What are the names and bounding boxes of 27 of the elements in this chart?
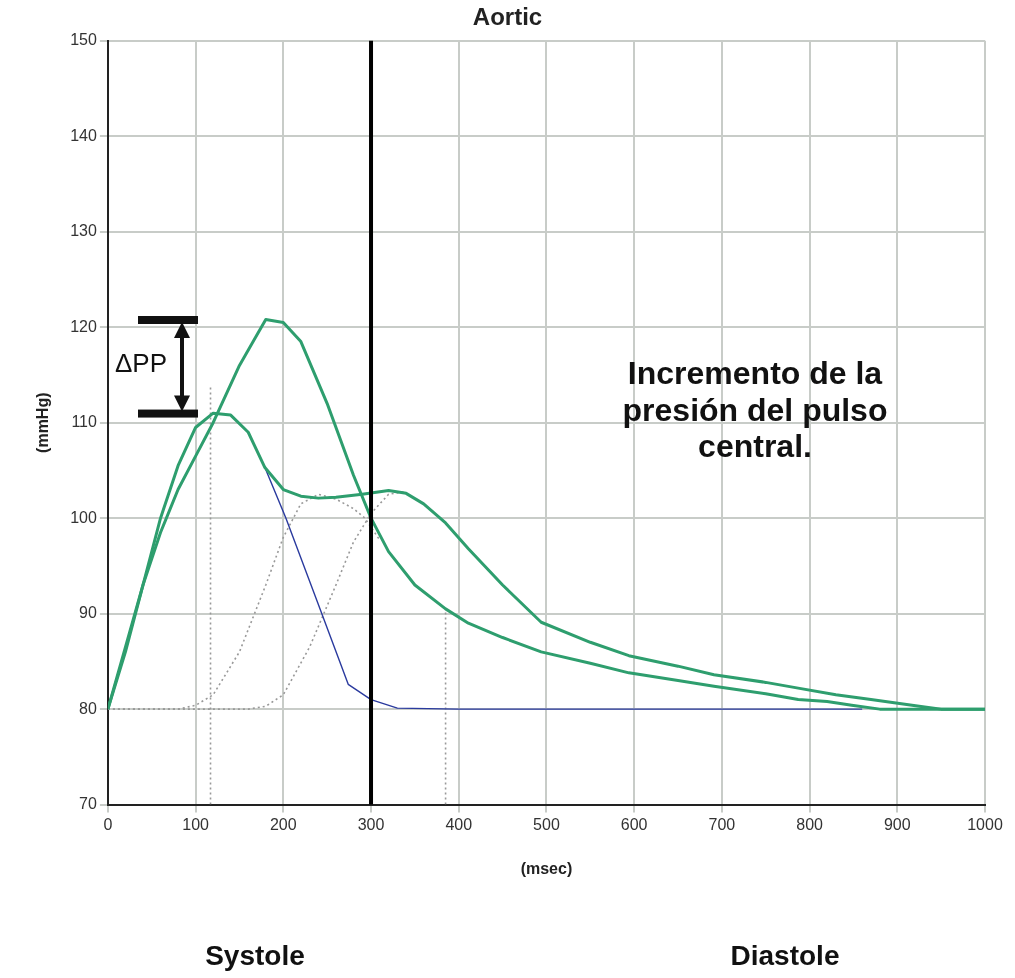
x-tick-label: 400 — [445, 815, 473, 833]
x-tick-label: 600 — [620, 815, 648, 833]
x-tick-label: 500 — [533, 815, 560, 833]
x-tick-label: 800 — [796, 815, 824, 833]
annotation: ΔPP — [114, 348, 168, 379]
x-tick-label: 900 — [883, 815, 911, 833]
x-tick-label: 700 — [708, 815, 736, 833]
y-tick-label: 100 — [70, 508, 97, 526]
x-tick-label: 200 — [269, 815, 297, 833]
y-tick-label: 140 — [70, 126, 97, 144]
text: Diastole — [730, 939, 840, 973]
y-tick-label: 80 — [79, 699, 97, 717]
text: Systole — [205, 939, 305, 973]
y-tick-label: 70 — [79, 795, 97, 813]
y-tick-label: 150 — [70, 31, 97, 49]
y-tick-label: 120 — [70, 317, 97, 335]
y-tick-label: 110 — [71, 413, 97, 431]
chart-title: Aortic — [472, 3, 543, 31]
annotation: Incremento de la presión del pulso central. — [621, 354, 889, 466]
x-tick-label: 0 — [103, 815, 113, 833]
x-tick-label: 100 — [182, 815, 210, 833]
x-tick-label: 300 — [357, 815, 385, 833]
y-tick-label: 90 — [79, 604, 97, 622]
y-axis-title: (mmHg) — [34, 392, 52, 453]
x-tick-label: 1000 — [967, 815, 1003, 833]
y-tick-label: 130 — [70, 222, 97, 240]
x-axis-title: (msec) — [520, 859, 573, 877]
